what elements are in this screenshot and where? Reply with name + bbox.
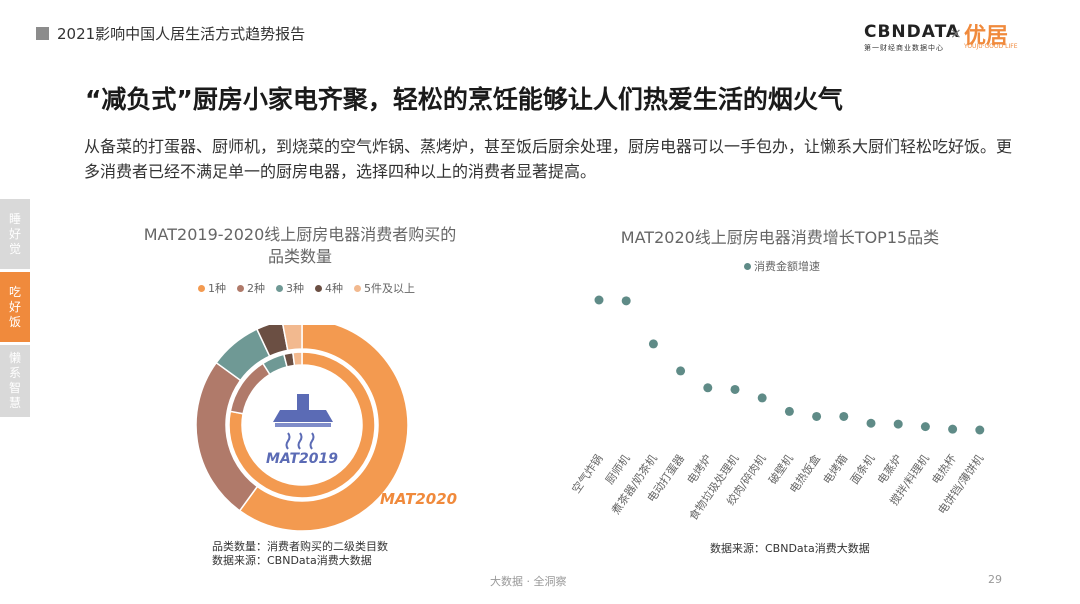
scatter-chart: 空气炸锅厨师机煮茶器/奶茶机电动打蛋器电烤炉食物垃圾处理机绞肉/碎肉机破壁机电热… bbox=[569, 295, 986, 523]
scatter-point bbox=[948, 424, 958, 434]
donut-legend: 1种 2种 3种 4种 5件及以上 bbox=[198, 280, 426, 296]
scatter-point bbox=[893, 419, 903, 429]
scatter-point bbox=[866, 418, 876, 428]
legend-item-4: 4种 bbox=[315, 280, 343, 296]
donut-slice-MAT2019-5 bbox=[292, 351, 303, 367]
donut-outer-label: MAT2020 bbox=[380, 490, 458, 508]
donut-note-source: 数据来源：CBNData消费大数据 bbox=[212, 554, 372, 567]
header-square-icon bbox=[36, 27, 49, 40]
scatter-point bbox=[839, 411, 849, 421]
report-title: 2021影响中国人居生活方式趋势报告 bbox=[57, 25, 306, 43]
scatter-point bbox=[920, 422, 930, 432]
youju-logo-subtitle: YOUJU·GOOD LIFE bbox=[964, 43, 1018, 50]
cbndata-logo: CBNDATA bbox=[864, 22, 961, 42]
scatter-point bbox=[975, 425, 985, 435]
scatter-point bbox=[594, 295, 604, 305]
side-tab-lazy[interactable]: 懒系智慧 bbox=[0, 345, 30, 417]
scatter-point bbox=[703, 383, 713, 393]
legend-item-2: 2种 bbox=[237, 280, 265, 296]
scatter-point bbox=[676, 366, 686, 376]
legend-item-5: 5件及以上 bbox=[354, 280, 415, 296]
donut-chart-title: MAT2019-2020线上厨房电器消费者购买的品类数量 bbox=[143, 225, 457, 266]
scatter-legend-label: 消费金额增速 bbox=[754, 260, 820, 273]
side-tab-sleep[interactable]: 睡好觉 bbox=[0, 199, 30, 269]
donut-slice-MAT2020-1 bbox=[238, 325, 409, 532]
legend-item-1: 1种 bbox=[198, 280, 226, 296]
scatter-point bbox=[784, 406, 794, 416]
donut-slice-MAT2019-1 bbox=[228, 351, 376, 499]
footer-tagline: 大数据 · 全洞察 bbox=[490, 575, 567, 588]
scatter-x-tick-label: 面条机 bbox=[847, 452, 877, 487]
donut-notes: 品类数量：消费者购买的二级类目数 数据来源：CBNData消费大数据 bbox=[212, 540, 388, 568]
scatter-chart-title: MAT2020线上厨房电器消费增长TOP15品类 bbox=[620, 228, 940, 247]
donut-note-definition: 品类数量：消费者购买的二级类目数 bbox=[212, 540, 388, 553]
scatter-x-tick-label: 电烤箱 bbox=[820, 452, 850, 487]
scatter-legend: 消费金额增速 bbox=[744, 258, 820, 274]
logo-separator: × bbox=[950, 26, 962, 42]
scatter-point bbox=[648, 339, 658, 349]
range-hood-icon bbox=[273, 394, 333, 450]
donut-slice-MAT2020-5 bbox=[282, 325, 303, 352]
scatter-point bbox=[757, 393, 767, 403]
slide-description: 从备菜的打蛋器、厨师机，到烧菜的空气炸锅、蒸烤炉，甚至饭后厨余处理，厨房电器可以… bbox=[84, 137, 1013, 181]
scatter-point bbox=[621, 296, 631, 306]
cbndata-logo-subtitle: 第一财经商业数据中心 bbox=[864, 44, 944, 52]
scatter-note-source: 数据来源：CBNData消费大数据 bbox=[710, 542, 870, 555]
side-tab-eat[interactable]: 吃好饭 bbox=[0, 272, 30, 342]
legend-item-3: 3种 bbox=[276, 280, 304, 296]
scatter-point bbox=[730, 384, 740, 394]
slide-title: “减负式”厨房小家电齐聚，轻松的烹饪能够让人们热爱生活的烟火气 bbox=[85, 85, 843, 114]
scatter-x-tick-label: 空气炸锅 bbox=[569, 452, 606, 496]
scatter-point bbox=[812, 411, 822, 421]
donut-inner-label: MAT2019 bbox=[266, 451, 338, 467]
youju-logo: 优居 bbox=[964, 24, 1009, 49]
page-number: 29 bbox=[988, 573, 1002, 586]
donut-chart: MAT2019 bbox=[195, 325, 409, 532]
